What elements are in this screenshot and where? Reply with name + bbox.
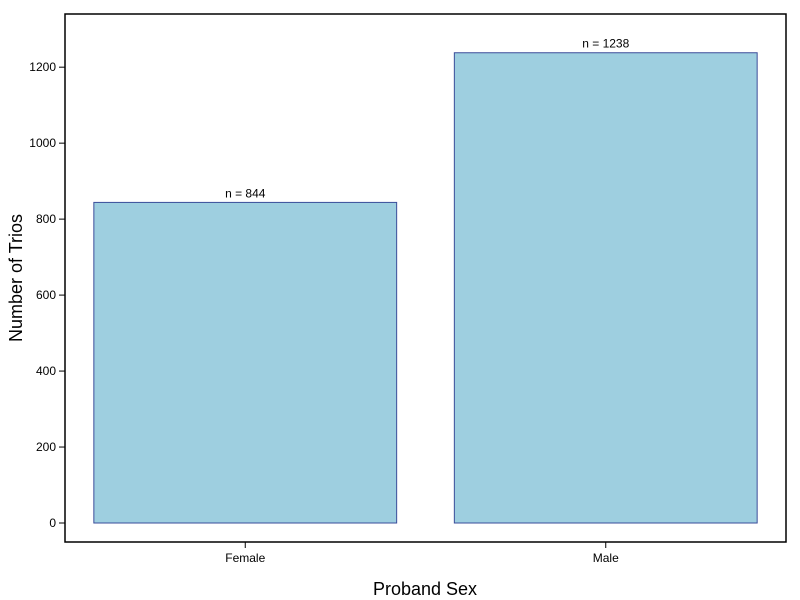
bar-count-label: n = 1238	[582, 37, 629, 51]
bar-count-label: n = 844	[225, 186, 266, 200]
y-tick-label: 0	[49, 516, 56, 530]
y-axis: 0 200 400 600 800 1000 1200	[29, 60, 65, 530]
x-axis-title: Proband Sex	[373, 579, 477, 599]
y-tick-label: 800	[36, 212, 56, 226]
bars	[93, 52, 758, 524]
y-tick-label: 200	[36, 440, 56, 454]
y-tick-label: 400	[36, 364, 56, 378]
bar-female	[93, 201, 398, 524]
plot-frame	[64, 13, 787, 543]
x-axis: Female Male	[225, 542, 619, 565]
y-axis-title: Number of Trios	[6, 214, 26, 342]
y-tick-label: 600	[36, 288, 56, 302]
y-tick-label: 1000	[29, 136, 56, 150]
y-tick-label: 1200	[29, 60, 56, 74]
data-labels: n = 844 n = 1238	[225, 37, 630, 201]
bar-male	[453, 52, 758, 524]
x-tick-label: Male	[593, 551, 619, 565]
x-tick-label: Female	[225, 551, 265, 565]
